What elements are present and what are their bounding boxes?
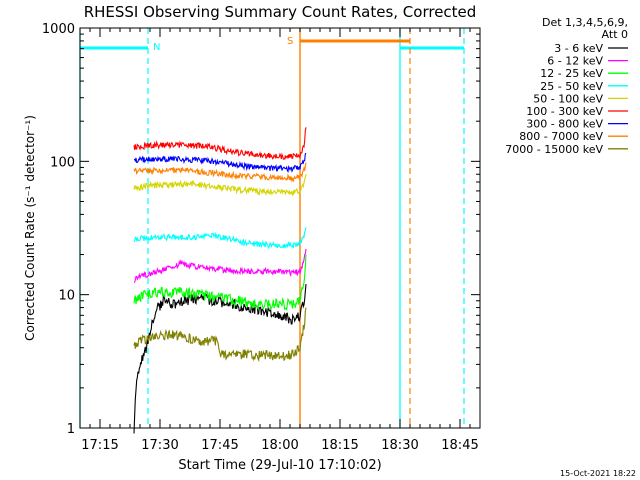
x-axis-label: Start Time (29-Jul-10 17:10:02) [178, 458, 381, 473]
y-tick-label: 1 [67, 422, 75, 437]
series-line-2 [133, 254, 307, 312]
y-tick-label: 1000 [42, 22, 75, 37]
series-line-1 [133, 248, 307, 283]
x-tick-label: 18:00 [261, 438, 298, 453]
y-tick-label: 10 [58, 289, 75, 304]
legend-entry-label: 12 - 25 keV [540, 67, 603, 80]
series-line-6 [133, 152, 307, 174]
time-bands-layer: NS [79, 28, 465, 428]
legend-entry-label: 50 - 100 keV [533, 92, 603, 105]
legend-entry-label: 7000 - 15000 keV [505, 143, 603, 156]
legend-entry-label: 100 - 300 keV [526, 105, 603, 118]
x-tick-label: 18:15 [321, 438, 358, 453]
legend-header-2: Att 0 [602, 28, 628, 41]
flag-label-n: N [153, 42, 160, 53]
series-line-5 [133, 127, 307, 160]
chart-title: RHESSI Observing Summary Count Rates, Co… [84, 3, 477, 21]
y-axis-label: Corrected Count Rate (s⁻¹ detector⁻¹) [23, 115, 37, 341]
legend-entry-label: 6 - 12 keV [547, 55, 603, 68]
y-tick-label: 100 [50, 155, 75, 170]
legend-header-1: Det 1,3,4,5,6,9, [542, 16, 628, 29]
legend-entry-label: 800 - 7000 keV [519, 130, 603, 143]
x-tick-label: 17:30 [141, 438, 178, 453]
series-line-0 [133, 284, 307, 434]
legend-entry-label: 300 - 800 keV [526, 118, 603, 131]
legend-entry-label: 3 - 6 keV [554, 42, 603, 55]
series-line-8 [133, 307, 307, 362]
flag-label-s: S [287, 36, 293, 47]
x-tick-label: 17:45 [201, 438, 238, 453]
series-line-7 [133, 162, 307, 183]
series-line-4 [133, 174, 307, 197]
series-line-3 [133, 227, 307, 250]
x-tick-label: 17:15 [81, 438, 118, 453]
legend-entry-label: 25 - 50 keV [540, 80, 603, 93]
axis-ticks-layer: 17:15 17:30 17:45 18:00 18:15 18:30 18:45 1 10 10… [42, 22, 481, 453]
x-tick-label: 18:30 [381, 438, 418, 453]
series-layer [133, 127, 307, 434]
x-tick-label: 18:45 [441, 438, 478, 453]
footer-date: 15-Oct-2021 18:22 [560, 469, 636, 478]
